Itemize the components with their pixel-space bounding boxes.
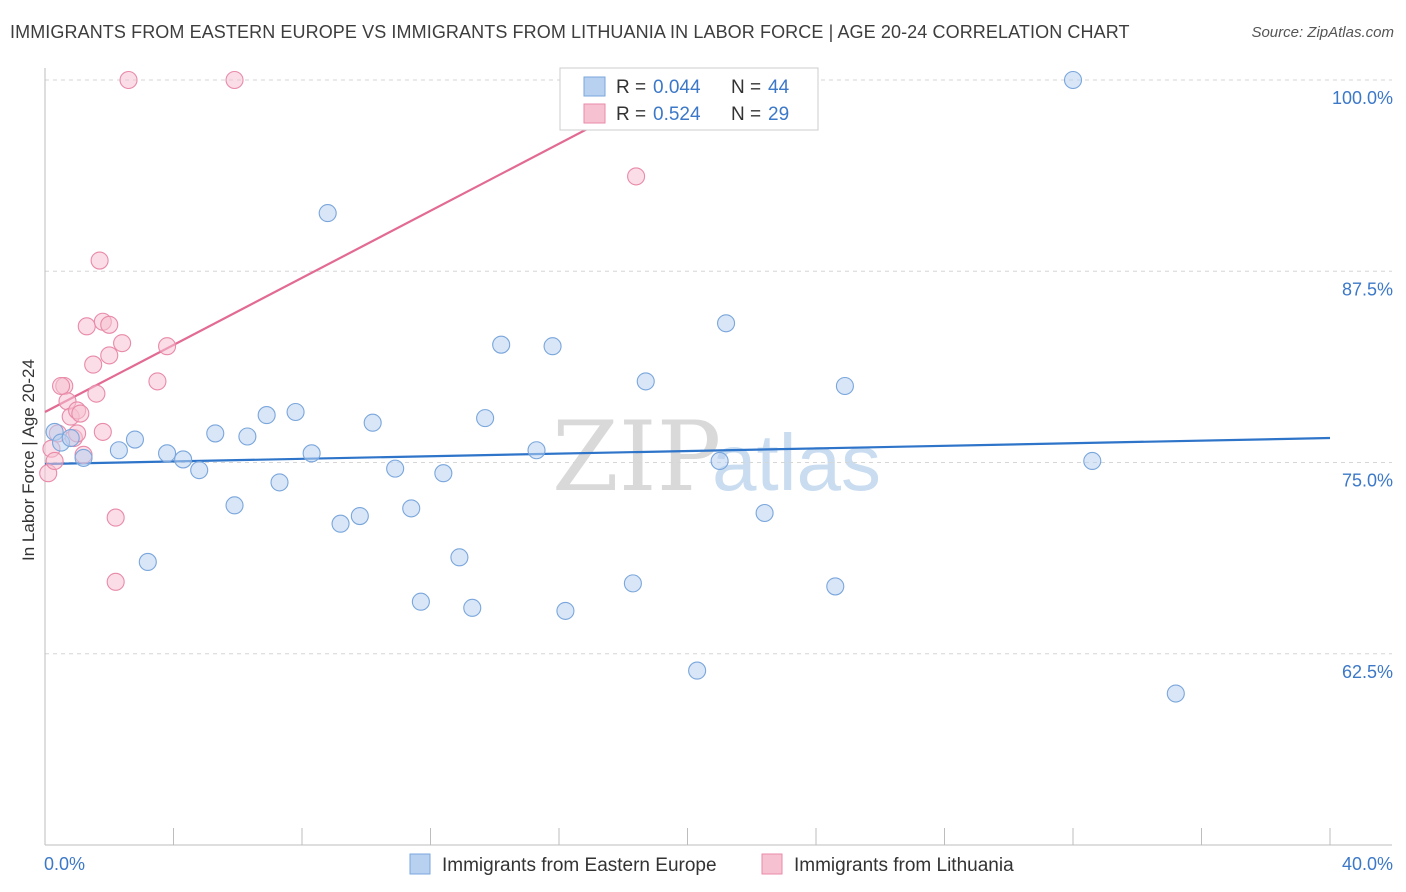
- series-legend-label-pink: Immigrants from Lithuania: [794, 855, 1014, 876]
- eastern-europe-point: [302, 444, 321, 463]
- eastern-europe-point: [716, 314, 736, 333]
- eastern-europe-point: [331, 514, 350, 533]
- lithuania-point: [148, 372, 167, 391]
- lithuania-point: [119, 70, 138, 90]
- eastern-europe-point: [190, 461, 209, 480]
- eastern-europe-point: [434, 464, 453, 483]
- gridlines: [45, 79, 1392, 655]
- watermark-zip: ZIP: [552, 401, 721, 513]
- eastern-europe-point: [411, 592, 430, 611]
- lithuania-point: [100, 346, 119, 365]
- eastern-europe-point: [1166, 684, 1185, 703]
- legend-r-label-pink: R =: [616, 104, 646, 125]
- eastern-europe-point: [318, 204, 337, 223]
- eastern-europe-point: [527, 441, 546, 460]
- eastern-europe-point: [270, 473, 289, 492]
- eastern-europe-point: [826, 577, 845, 596]
- lithuania-point: [52, 376, 71, 396]
- eastern-europe-point: [636, 372, 655, 391]
- x-tick-label: 0.0%: [44, 854, 85, 874]
- legend-swatch-blue: [583, 76, 606, 97]
- legend-n-label-pink: N =: [731, 104, 761, 125]
- lithuania-point: [225, 70, 244, 90]
- tick-labels: 62.5% 75.0% 87.5% 100.0% 0.0% 40.0%: [44, 88, 1393, 874]
- axes: [44, 68, 1392, 846]
- eastern-europe-point: [225, 496, 244, 515]
- y-tick-label: 62.5%: [1342, 662, 1393, 682]
- legend-swatch-pink: [583, 103, 606, 124]
- source-credit: Source: ZipAtlas.com: [1251, 24, 1394, 41]
- series-legend: Immigrants from Eastern Europe Immigrant…: [409, 853, 1014, 876]
- eastern-europe-points: [45, 70, 1185, 703]
- eastern-europe-point: [350, 506, 369, 526]
- watermark-atlas: atlas: [712, 418, 881, 507]
- trend-lines: [44, 79, 1331, 466]
- eastern-europe-point: [492, 335, 511, 354]
- legend-n-label-blue: N =: [731, 77, 761, 98]
- lithuania-point: [84, 355, 103, 374]
- eastern-europe-point: [710, 451, 729, 471]
- lithuania-trend-line: [44, 79, 682, 413]
- eastern-europe-point: [109, 441, 128, 460]
- eastern-europe-point: [556, 601, 575, 620]
- lithuania-point: [106, 572, 125, 591]
- eastern-europe-point: [74, 448, 93, 467]
- lithuania-point: [90, 251, 109, 270]
- eastern-europe-point: [476, 409, 495, 428]
- lithuania-point: [87, 384, 106, 403]
- legend-n-value-pink: 29: [768, 104, 789, 125]
- y-axis-label: In Labor Force | Age 20-24: [19, 359, 38, 561]
- series-legend-label-blue: Immigrants from Eastern Europe: [442, 855, 717, 876]
- lithuania-point: [93, 422, 112, 441]
- lithuania-point: [77, 317, 96, 336]
- legend-r-label-blue: R =: [616, 77, 646, 98]
- lithuania-point: [113, 334, 132, 353]
- y-tick-label: 75.0%: [1342, 471, 1393, 491]
- eastern-europe-point: [174, 450, 193, 469]
- eastern-europe-trend-line: [44, 436, 1331, 466]
- legend-r-value-blue: 0.044: [653, 77, 701, 98]
- eastern-europe-point: [623, 574, 642, 593]
- eastern-europe-point: [138, 552, 157, 572]
- eastern-europe-point: [363, 413, 382, 432]
- y-tick-label: 100.0%: [1332, 88, 1393, 108]
- eastern-europe-point: [1063, 70, 1083, 90]
- x-tick-label: 40.0%: [1342, 854, 1393, 874]
- chart-title: IMMIGRANTS FROM EASTERN EUROPE VS IMMIGR…: [10, 22, 1130, 42]
- eastern-europe-point: [1083, 451, 1102, 471]
- eastern-europe-point: [688, 661, 707, 680]
- legend-n-value-blue: 44: [768, 77, 790, 98]
- eastern-europe-point: [755, 503, 774, 523]
- eastern-europe-point: [61, 428, 80, 448]
- eastern-europe-point: [257, 406, 276, 425]
- eastern-europe-point: [386, 459, 405, 478]
- lithuania-point: [158, 337, 177, 356]
- eastern-europe-point: [835, 376, 854, 396]
- legend-r-value-pink: 0.524: [653, 104, 701, 125]
- lithuania-point: [627, 167, 646, 186]
- eastern-europe-point: [125, 430, 144, 449]
- eastern-europe-point: [238, 427, 257, 446]
- lithuania-point: [45, 451, 64, 471]
- eastern-europe-point: [543, 337, 562, 356]
- lithuania-point: [71, 404, 90, 423]
- eastern-europe-point: [286, 402, 305, 422]
- lithuania-point: [100, 315, 119, 334]
- lithuania-point: [106, 508, 125, 527]
- eastern-europe-point: [158, 444, 177, 463]
- series-legend-swatch-pink: [761, 853, 783, 875]
- eastern-europe-point: [463, 598, 482, 617]
- eastern-europe-point: [206, 424, 225, 443]
- y-tick-label: 87.5%: [1342, 279, 1393, 299]
- series-legend-swatch-blue: [409, 853, 431, 875]
- eastern-europe-point: [402, 499, 421, 518]
- eastern-europe-point: [450, 548, 469, 567]
- correlation-legend: R = 0.044 N = 44 R = 0.524 N = 29: [559, 67, 819, 131]
